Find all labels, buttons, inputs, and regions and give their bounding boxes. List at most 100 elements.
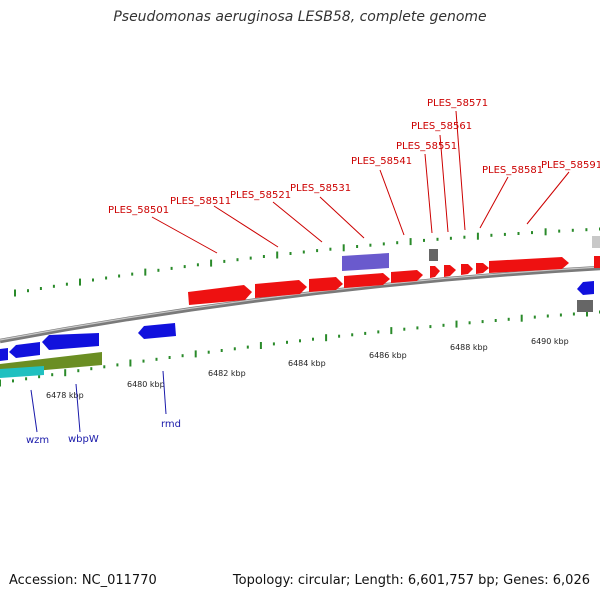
minor-tick (481, 320, 484, 324)
gene-label[interactable]: PLES_58561 (411, 121, 472, 132)
cyan-feature[interactable] (0, 366, 44, 378)
minor-tick (223, 259, 226, 263)
outer-tick-ring (14, 227, 600, 297)
genome-backbone (0, 265, 600, 344)
minor-tick (289, 252, 292, 255)
accession-text: Accession: NC_011770 (9, 573, 157, 588)
gene-label[interactable]: PLES_58591 (541, 160, 600, 171)
minor-tick (249, 256, 252, 260)
reverse-genes (0, 281, 594, 361)
minor-tick (403, 327, 406, 331)
minor-tick (490, 233, 493, 237)
gene-arrow[interactable] (594, 256, 600, 268)
forward-labels: PLES_58501 PLES_58511 PLES_58521 PLES_58… (108, 98, 600, 216)
minor-tick (338, 334, 341, 338)
minor-tick (423, 238, 425, 242)
pseudo-gene[interactable] (592, 236, 600, 248)
tick-label: 6482 kbp (208, 369, 246, 378)
minor-tick (571, 228, 574, 232)
gene-arrow[interactable] (476, 263, 489, 274)
forward-label-leaders (151, 110, 570, 254)
reverse-labels: wzm wbpW rmd (26, 419, 181, 446)
minor-tick (168, 356, 171, 359)
gene-label[interactable]: PLES_58511 (170, 196, 231, 207)
gene-arrow[interactable] (138, 323, 176, 339)
minor-tick (377, 330, 380, 334)
gene-arrow[interactable] (577, 281, 594, 295)
major-tick (14, 289, 16, 297)
gene-label[interactable]: PLES_58551 (396, 141, 457, 152)
major-tick (210, 259, 213, 267)
minor-tick (118, 274, 121, 278)
minor-tick (207, 350, 210, 354)
gene-label[interactable]: wbpW (68, 434, 99, 445)
inner-tick-ring (0, 309, 600, 387)
minor-tick (52, 284, 55, 288)
gene-arrow[interactable] (42, 333, 99, 350)
gene-arrow[interactable] (9, 342, 40, 358)
reverse-label-leaders (30, 370, 167, 433)
pseudo-gene[interactable] (429, 249, 438, 261)
gene-label[interactable]: PLES_58531 (290, 183, 351, 194)
gene-label[interactable]: PLES_58541 (351, 156, 412, 167)
gene-label[interactable]: wzm (26, 435, 49, 446)
gene-arrow[interactable] (0, 348, 8, 361)
minor-tick (220, 349, 223, 352)
minor-tick (286, 340, 288, 344)
minor-tick (463, 235, 466, 239)
gene-label[interactable]: PLES_58581 (482, 165, 543, 176)
minor-tick (503, 232, 506, 236)
minor-tick (12, 379, 14, 383)
minor-tick (382, 242, 385, 246)
gene-label[interactable]: PLES_58571 (427, 98, 488, 109)
gene-arrow[interactable] (489, 257, 569, 273)
minor-tick (183, 265, 186, 269)
gene-label[interactable]: PLES_58501 (108, 205, 169, 216)
minor-tick (416, 326, 419, 330)
minor-tick (272, 342, 275, 346)
major-tick (79, 278, 81, 286)
gene-arrow[interactable] (430, 266, 440, 278)
major-tick (409, 238, 412, 246)
rna-gene[interactable] (342, 253, 389, 271)
minor-tick (316, 249, 319, 253)
map-title: Pseudomonas aeruginosa LESB58, complete … (113, 9, 487, 25)
minor-tick (572, 312, 575, 316)
pseudo-gene[interactable] (577, 300, 593, 312)
gene-arrow[interactable] (188, 285, 252, 305)
minor-tick (27, 289, 29, 293)
gene-arrow[interactable] (444, 265, 456, 277)
minor-tick (436, 237, 439, 241)
gene-arrow[interactable] (309, 277, 343, 292)
minor-tick (77, 369, 80, 373)
gene-arrow[interactable] (344, 273, 390, 288)
major-tick (276, 251, 279, 259)
minor-tick (468, 321, 471, 325)
minor-tick (429, 325, 432, 329)
major-tick (390, 327, 393, 335)
gene-label[interactable]: PLES_58521 (230, 190, 291, 201)
minor-tick (65, 282, 68, 286)
major-tick (129, 359, 132, 367)
minor-tick (585, 228, 588, 232)
major-tick (520, 314, 523, 322)
gene-arrow[interactable] (255, 280, 307, 298)
major-tick (64, 369, 67, 377)
major-tick (194, 350, 197, 358)
minor-tick (246, 345, 249, 349)
minor-tick (442, 323, 445, 327)
gene-arrow[interactable] (391, 270, 423, 283)
genome-backbone-highlight (0, 266, 600, 341)
minor-tick (546, 314, 549, 318)
minor-tick (533, 315, 536, 319)
minor-tick (38, 375, 41, 379)
tick-label: 6484 kbp (288, 359, 326, 368)
minor-tick (517, 232, 520, 235)
minor-tick (262, 255, 265, 258)
minor-tick (170, 266, 173, 270)
gene-label[interactable]: rmd (161, 419, 181, 430)
major-tick (476, 232, 479, 240)
minor-tick (155, 357, 158, 361)
gene-arrow[interactable] (461, 264, 473, 275)
